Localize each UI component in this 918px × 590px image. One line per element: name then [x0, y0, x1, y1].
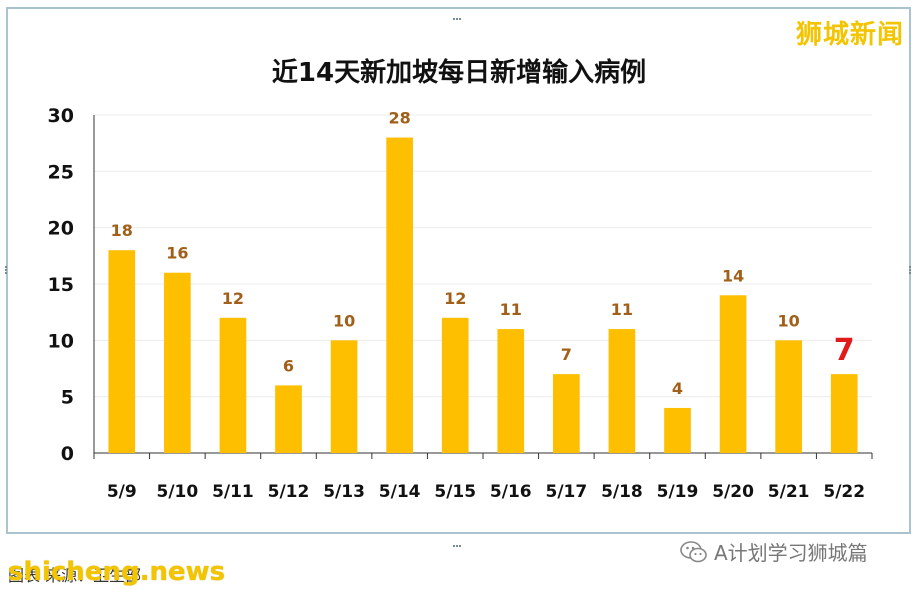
bar [608, 329, 636, 453]
watermark-text: shicheng.news [8, 557, 226, 587]
data-label: 7 [561, 345, 572, 364]
x-tick-labels: 5/9 5/10 5/11 5/12 5/13 5/14 5/15 5/16 5/17 5/18 5… [107, 482, 865, 502]
data-label: 10 [778, 311, 800, 330]
grid-lines [94, 114, 872, 398]
data-label: 28 [389, 109, 411, 128]
bar [330, 340, 358, 453]
data-label: 16 [166, 244, 188, 263]
bar [108, 250, 136, 453]
bar [553, 374, 580, 453]
x-tick-label: 5/21 [768, 482, 810, 502]
x-tick-label: 5/9 [107, 482, 137, 502]
bar [164, 272, 191, 453]
bar [386, 137, 413, 454]
resize-handle-top[interactable] [453, 5, 463, 20]
bar [830, 374, 858, 453]
y-tick-label: 20 [48, 218, 74, 240]
data-label: 12 [444, 289, 466, 308]
y-tick-label: 10 [48, 330, 74, 352]
bars [108, 137, 858, 454]
y-tick-label: 5 [61, 387, 74, 409]
x-tick-label: 5/20 [712, 482, 754, 502]
data-label: 11 [611, 300, 633, 319]
data-label: 10 [333, 311, 355, 330]
bar [497, 329, 525, 453]
x-tick-label: 5/13 [323, 482, 365, 502]
resize-handle-left[interactable] [5, 266, 9, 276]
data-label: 12 [222, 289, 244, 308]
data-label: 14 [722, 266, 744, 285]
y-tick-label: 0 [61, 443, 74, 465]
x-tick-label: 5/11 [212, 482, 254, 502]
x-tick-label: 5/22 [823, 482, 865, 502]
y-tick-labels: 0 5 10 15 20 25 30 [48, 105, 74, 465]
x-tick-label: 5/19 [657, 482, 699, 502]
bar [775, 340, 802, 453]
x-tick-label: 5/17 [546, 482, 588, 502]
bar-chart: 0 5 10 15 20 25 30 18 16 12 6 10 28 12 11 7 11 4 14 10 7 5/… [48, 105, 873, 502]
bar [719, 295, 747, 453]
data-label: 18 [111, 221, 133, 240]
y-tick-label: 15 [48, 274, 74, 296]
resize-handle-bottom[interactable] [453, 532, 463, 547]
y-tick-label: 25 [48, 161, 74, 183]
wechat-account: A计划学习狮城篇 [680, 537, 868, 566]
bar [664, 407, 691, 453]
data-labels: 18 16 12 6 10 28 12 11 7 11 4 14 10 7 [111, 109, 855, 398]
x-tick-label: 5/16 [490, 482, 532, 502]
data-label: 7 [834, 333, 855, 368]
caption-underlay: 图表 来源：卫生部 [8, 566, 142, 585]
data-label: 6 [283, 356, 294, 375]
x-tick-label: 5/12 [268, 482, 310, 502]
bar [441, 317, 469, 453]
x-tick-label: 5/15 [434, 482, 476, 502]
data-label: 4 [672, 379, 683, 398]
resize-handle-right[interactable] [909, 266, 913, 276]
chart-title: 近14天新加坡每日新增输入病例 [271, 58, 647, 88]
wechat-icon [680, 540, 708, 564]
data-label: 11 [500, 300, 522, 319]
brand-logo-text: 狮城新闻 [795, 20, 904, 50]
bar [219, 317, 247, 453]
x-tick-label: 5/18 [601, 482, 643, 502]
x-tick-label: 5/14 [379, 482, 421, 502]
wechat-account-name: A计划学习狮城篇 [714, 541, 868, 565]
bar [275, 385, 302, 453]
x-tick-label: 5/10 [157, 482, 199, 502]
axes [93, 115, 873, 459]
y-tick-label: 30 [48, 105, 74, 127]
